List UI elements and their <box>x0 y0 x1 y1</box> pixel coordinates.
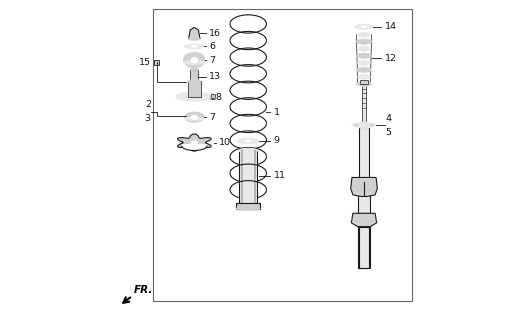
Ellipse shape <box>354 124 358 126</box>
Bar <box>190 69 198 84</box>
Ellipse shape <box>238 138 258 144</box>
Text: 9: 9 <box>274 136 280 146</box>
Bar <box>153 9 412 301</box>
Text: 7: 7 <box>209 113 215 122</box>
Bar <box>362 84 366 124</box>
Ellipse shape <box>236 207 260 211</box>
Ellipse shape <box>355 24 373 29</box>
Ellipse shape <box>358 46 370 51</box>
Bar <box>236 203 260 209</box>
Text: 7: 7 <box>209 56 215 65</box>
Text: 8: 8 <box>215 93 221 102</box>
Polygon shape <box>211 94 216 100</box>
Ellipse shape <box>191 45 197 47</box>
Text: 14: 14 <box>385 22 396 31</box>
Ellipse shape <box>356 67 372 72</box>
Text: 6: 6 <box>209 42 215 51</box>
Ellipse shape <box>358 74 370 79</box>
Ellipse shape <box>245 140 251 142</box>
Text: 15: 15 <box>139 58 151 67</box>
Polygon shape <box>188 28 200 39</box>
Text: 11: 11 <box>274 172 286 180</box>
Ellipse shape <box>239 148 257 153</box>
Text: 2: 2 <box>145 100 151 109</box>
Ellipse shape <box>356 53 372 58</box>
Polygon shape <box>177 134 211 151</box>
Ellipse shape <box>188 37 200 40</box>
Ellipse shape <box>191 115 198 119</box>
Ellipse shape <box>184 44 204 49</box>
Ellipse shape <box>358 60 370 65</box>
Bar <box>188 81 201 97</box>
Text: 12: 12 <box>385 54 396 63</box>
Text: 4: 4 <box>385 114 392 123</box>
Bar <box>359 127 369 182</box>
Polygon shape <box>351 178 377 196</box>
Ellipse shape <box>184 60 205 65</box>
Text: 5: 5 <box>385 128 392 137</box>
Ellipse shape <box>352 122 376 128</box>
Ellipse shape <box>356 39 372 44</box>
Text: 13: 13 <box>209 72 222 81</box>
Ellipse shape <box>191 57 198 63</box>
Ellipse shape <box>184 117 204 121</box>
Bar <box>154 60 159 65</box>
Ellipse shape <box>184 112 204 122</box>
Ellipse shape <box>190 68 198 71</box>
Ellipse shape <box>361 26 367 28</box>
Ellipse shape <box>176 92 213 101</box>
Bar <box>360 80 368 84</box>
Ellipse shape <box>184 52 205 68</box>
Text: 10: 10 <box>219 138 232 147</box>
Ellipse shape <box>190 82 198 85</box>
Bar <box>182 144 207 150</box>
Text: 3: 3 <box>145 114 151 123</box>
Text: 1: 1 <box>274 108 280 117</box>
Text: FR.: FR. <box>133 285 153 295</box>
Ellipse shape <box>356 81 372 86</box>
Bar <box>359 227 369 268</box>
Ellipse shape <box>188 79 201 83</box>
Ellipse shape <box>191 141 198 144</box>
Ellipse shape <box>358 32 370 37</box>
Bar <box>239 150 257 203</box>
Ellipse shape <box>370 124 373 126</box>
Text: 16: 16 <box>209 28 221 38</box>
Polygon shape <box>351 213 377 227</box>
Bar <box>358 182 370 268</box>
